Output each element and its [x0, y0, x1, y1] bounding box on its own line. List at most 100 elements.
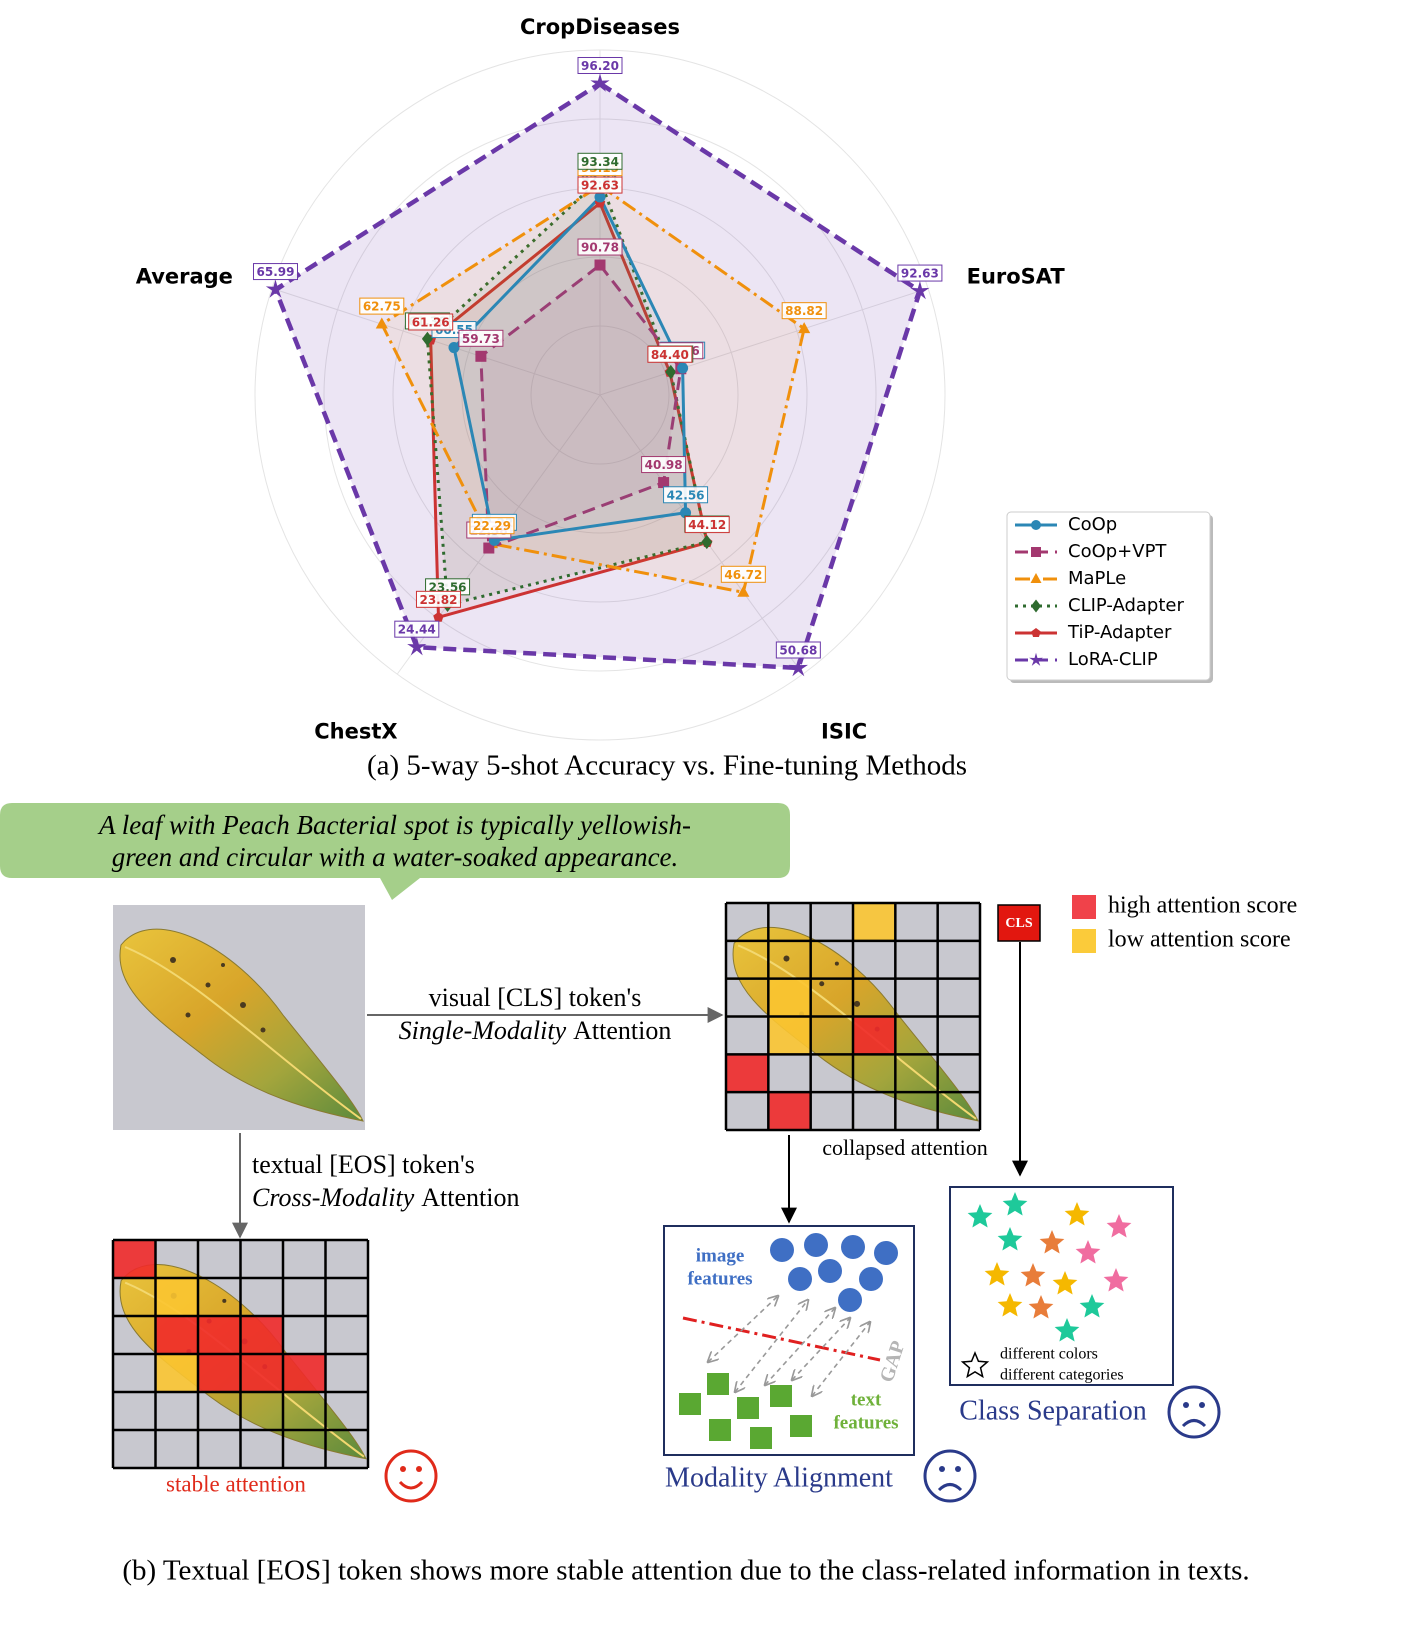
prompt-text: A leaf with Peach Bacterial spot is typi… — [97, 810, 691, 840]
value-label: 84.40 — [651, 348, 689, 362]
category-star — [1103, 1268, 1129, 1292]
attention-cell — [283, 1354, 326, 1392]
attention-cell — [853, 903, 896, 941]
marker — [448, 342, 460, 354]
value-label: 42.56 — [667, 488, 705, 502]
marker — [421, 331, 433, 347]
image-feature — [841, 1235, 865, 1259]
marker — [701, 534, 713, 550]
axis-label: ChestX — [314, 719, 397, 743]
attention-cell — [155, 1354, 198, 1392]
value-label: 65.99 — [257, 265, 295, 279]
arrow-label: visual [CLS] token's — [429, 983, 642, 1012]
category-star — [1064, 1202, 1090, 1226]
heading: Class Separation — [959, 1395, 1146, 1426]
category-star — [984, 1262, 1010, 1286]
image-feature — [859, 1267, 883, 1291]
value-label: 40.98 — [645, 458, 683, 472]
attention-cell — [853, 1016, 896, 1055]
arrow-label-italic: Cross-Modality — [252, 1183, 415, 1212]
category-star — [1028, 1295, 1054, 1319]
category-star — [997, 1293, 1023, 1317]
marker — [1030, 573, 1042, 583]
face-eye — [1199, 1402, 1205, 1408]
grid-spoke — [271, 287, 601, 396]
gap-arrow — [812, 1322, 870, 1396]
value-label-box — [684, 516, 730, 534]
heading: Modality Alignment — [665, 1462, 893, 1493]
value-label-box — [897, 264, 943, 282]
value-label: 93.34 — [581, 155, 619, 169]
prompt-text: green and circular with a water-soaked a… — [112, 842, 679, 872]
value-label: 46.72 — [724, 568, 762, 582]
value-label-box — [252, 263, 298, 281]
annotation: stable attention — [166, 1471, 306, 1496]
marker — [483, 542, 495, 554]
legend-label: MaPLe — [1068, 568, 1126, 589]
marker — [1031, 628, 1041, 638]
marker — [1029, 652, 1043, 666]
category-star — [997, 1227, 1023, 1251]
attention-cell — [155, 1316, 198, 1354]
marker — [910, 280, 930, 300]
face-mouth — [937, 1483, 963, 1492]
cls-token — [997, 904, 1041, 942]
feature-label: features — [833, 1412, 898, 1433]
legend — [1006, 511, 1211, 681]
face-eye — [1183, 1402, 1189, 1408]
note: different colors — [1000, 1346, 1098, 1363]
value-label-box — [720, 565, 766, 583]
text-feature — [790, 1415, 812, 1437]
caption: (a) 5-way 5-shot Accuracy vs. Fine-tunin… — [367, 750, 967, 782]
attention-grids — [111, 901, 982, 1470]
value-label-box — [577, 238, 623, 256]
value-label-box — [458, 329, 504, 347]
value-label-box — [469, 517, 515, 535]
radar-chart: CropDiseasesEuroSATISICChestXAverage92.8… — [136, 15, 1213, 743]
marker — [265, 279, 286, 298]
text-feature — [707, 1373, 729, 1395]
face — [923, 1449, 977, 1503]
category-star — [1075, 1240, 1101, 1264]
legend-swatch — [1072, 929, 1096, 953]
arrow-label: Single-Modality Attention — [399, 1016, 672, 1045]
face — [384, 1449, 438, 1503]
text-feature — [737, 1397, 759, 1419]
category-star — [1020, 1263, 1046, 1287]
series-line — [379, 183, 806, 595]
marker — [1031, 520, 1041, 530]
attention-cell — [155, 1278, 198, 1316]
value-label-box — [408, 313, 454, 331]
face-eye — [416, 1466, 422, 1472]
series-line — [429, 200, 709, 620]
axis-label: ISIC — [821, 719, 867, 743]
series-area — [480, 265, 681, 549]
speech-bubble — [0, 803, 790, 900]
value-label-box — [577, 56, 623, 74]
attention-cell — [113, 1240, 156, 1278]
value-label-box — [663, 486, 709, 504]
leaf-image — [113, 905, 365, 1130]
marker — [1031, 547, 1041, 557]
value-label-box — [577, 176, 623, 194]
value-label-box — [394, 620, 440, 638]
attention-cell — [240, 1316, 283, 1354]
alignment-illustration — [679, 1233, 898, 1449]
axis-label: CropDiseases — [520, 15, 680, 39]
feature-label: image — [696, 1245, 745, 1266]
cls-token-label: CLS — [1005, 916, 1032, 931]
marker — [594, 191, 606, 203]
category-star — [1052, 1271, 1078, 1295]
value-label: 59.73 — [462, 332, 500, 346]
text-feature — [679, 1393, 701, 1415]
image-feature — [874, 1241, 898, 1265]
face-eye — [939, 1466, 945, 1472]
series-line — [425, 176, 709, 607]
marker — [375, 317, 388, 329]
separation-illustration — [960, 1192, 1132, 1379]
image-feature — [770, 1238, 794, 1262]
attention-cell — [768, 978, 811, 1017]
attention-cell — [768, 1092, 811, 1130]
